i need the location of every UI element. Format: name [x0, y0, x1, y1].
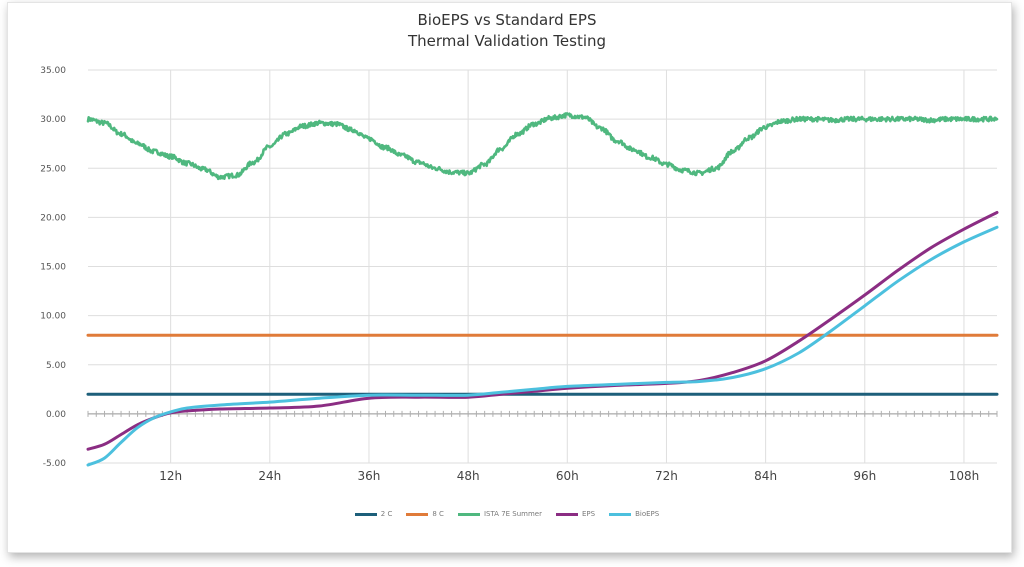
- legend-swatch: [556, 512, 578, 516]
- chart-subtitle: Thermal Validation Testing: [407, 32, 607, 50]
- x-tick-label: 24h: [258, 469, 281, 483]
- legend-swatch: [457, 512, 480, 516]
- y-tick-label: 20.00: [40, 213, 66, 223]
- x-tick-label: 108h: [949, 469, 980, 483]
- y-tick-label: 25.00: [40, 164, 66, 174]
- chart-card: [7, 2, 1012, 553]
- chart-title-block: BioEPS vs Standard EPS Thermal Validatio…: [0, 10, 1014, 52]
- legend-item-8-c[interactable]: 8 C: [406, 510, 444, 518]
- chart-title: BioEPS vs Standard EPS: [417, 11, 597, 29]
- legend-label: ISTA 7E Summer: [483, 510, 542, 518]
- legend-item-ista-7e-summer[interactable]: ISTA 7E Summer: [457, 510, 542, 518]
- legend-item-eps[interactable]: EPS: [556, 510, 595, 518]
- legend-swatch: [354, 512, 377, 516]
- series-line-bioeps: [86, 225, 999, 467]
- legend-label: BioEPS: [635, 510, 660, 518]
- chart-legend: 2 C 8 C ISTA 7E Summer EPS BioEPS: [0, 510, 1014, 518]
- y-tick-label: 15.00: [40, 263, 66, 273]
- legend-swatch: [609, 512, 632, 516]
- legend-label: EPS: [582, 510, 596, 518]
- y-tick-label: 10.00: [40, 312, 66, 322]
- y-tick-label: 35.00: [40, 66, 66, 76]
- y-tick-label: 5.00: [46, 361, 66, 371]
- x-tick-label: 36h: [358, 469, 381, 483]
- legend-item-2-c[interactable]: 2 C: [354, 510, 393, 518]
- x-tick-label: 60h: [556, 469, 579, 483]
- y-tick-label: 30.00: [40, 115, 66, 125]
- x-tick-label: 72h: [655, 469, 678, 483]
- legend-label: 8 C: [432, 510, 444, 518]
- legend-label: 2 C: [380, 510, 393, 518]
- x-tick-label: 84h: [754, 469, 777, 483]
- y-tick-label: -5.00: [43, 459, 67, 469]
- series-line-ista-7e-summer: [86, 112, 999, 181]
- x-tick-label: 12h: [159, 469, 182, 483]
- y-tick-label: 0.00: [46, 410, 66, 420]
- legend-item-bioeps[interactable]: BioEPS: [609, 510, 659, 518]
- x-tick-label: 96h: [853, 469, 876, 483]
- legend-swatch: [406, 512, 429, 516]
- x-tick-label: 48h: [457, 469, 480, 483]
